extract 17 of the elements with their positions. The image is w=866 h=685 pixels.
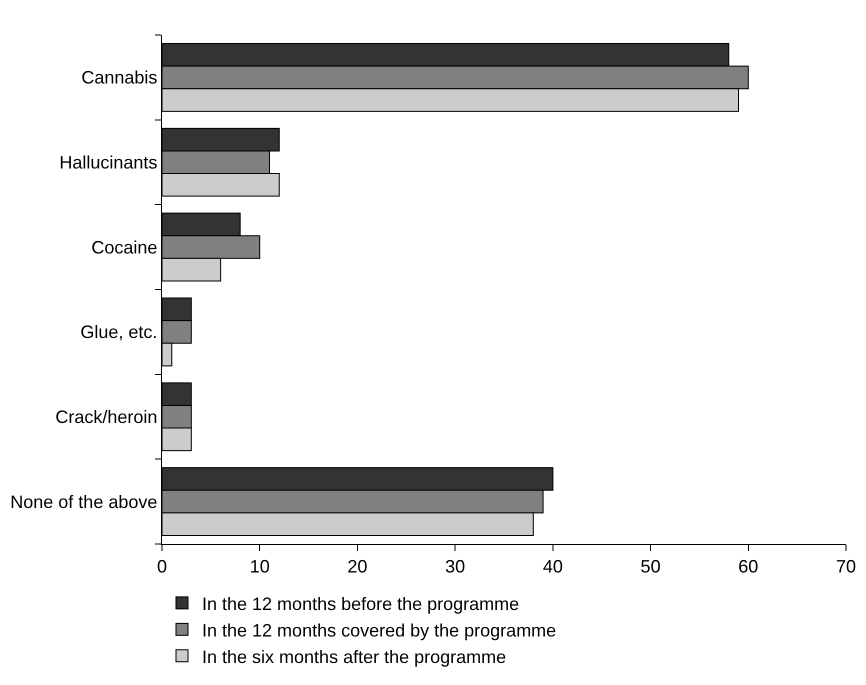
y-tick-label: None of the above	[10, 492, 158, 512]
x-tick-label: 50	[640, 556, 661, 577]
x-tick-label: 10	[250, 556, 270, 577]
y-tick-label: Crack/heroin	[55, 407, 158, 428]
legend-label: In the 12 months covered by the programme	[202, 620, 556, 640]
x-tick-label: 20	[347, 556, 368, 577]
x-tick-label: 30	[445, 556, 466, 577]
x-tick-label: 60	[738, 556, 758, 577]
y-tick-label: Cannabis	[81, 68, 158, 88]
x-tick-label: 70	[836, 556, 856, 577]
x-tick-label: 0	[156, 556, 168, 577]
y-tick-label: Glue, etc.	[80, 322, 158, 342]
y-tick-label: Hallucinants	[59, 152, 158, 173]
x-tick-label: 40	[542, 556, 563, 577]
legend-label: In the six months after the programme	[202, 646, 506, 667]
legend-label: In the 12 months before the programme	[202, 594, 520, 614]
y-tick-label: Cocaine	[91, 237, 158, 258]
